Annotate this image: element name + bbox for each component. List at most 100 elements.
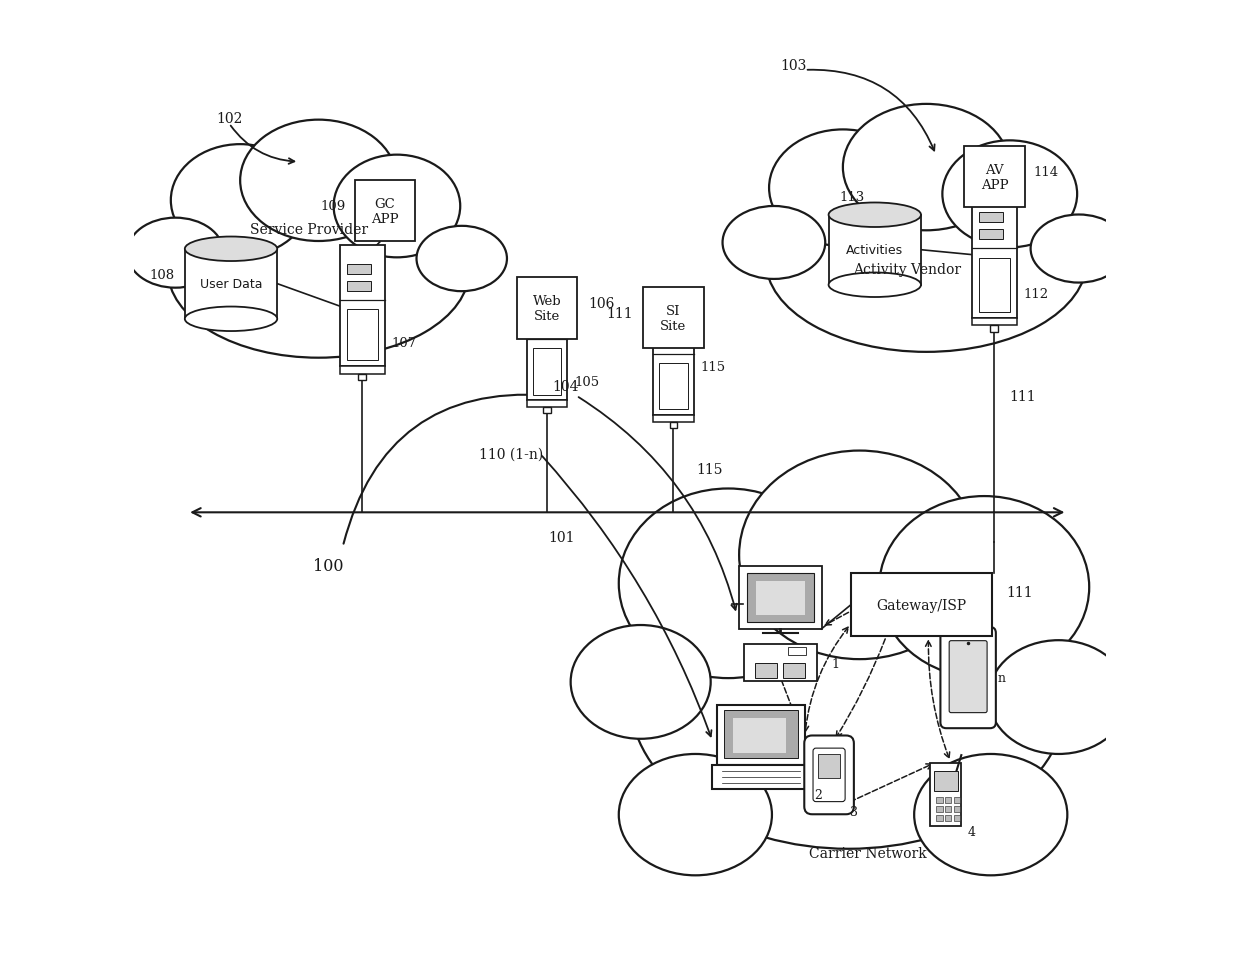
Text: Activities: Activities <box>846 244 904 257</box>
FancyBboxPatch shape <box>949 641 987 713</box>
Ellipse shape <box>185 237 278 262</box>
Bar <box>347 282 371 292</box>
Text: 102: 102 <box>217 112 243 126</box>
Bar <box>744 644 817 681</box>
Ellipse shape <box>171 145 310 257</box>
Ellipse shape <box>619 488 837 678</box>
Ellipse shape <box>570 625 711 739</box>
Text: AV
APP: AV APP <box>981 164 1008 191</box>
Ellipse shape <box>185 307 278 332</box>
Text: 110 (1-n): 110 (1-n) <box>479 447 543 461</box>
Bar <box>755 663 776 678</box>
Ellipse shape <box>988 641 1128 754</box>
Bar <box>347 265 371 275</box>
Text: 111: 111 <box>606 307 632 320</box>
Bar <box>936 797 942 803</box>
Text: 104: 104 <box>552 379 578 394</box>
Bar <box>543 407 551 414</box>
Ellipse shape <box>879 496 1089 678</box>
Bar <box>965 147 1024 208</box>
Bar <box>527 289 568 402</box>
Bar <box>972 192 1017 319</box>
Bar <box>660 337 682 347</box>
Bar <box>724 710 797 758</box>
Bar <box>660 363 688 410</box>
Text: 3: 3 <box>851 805 858 819</box>
Text: 115: 115 <box>696 462 723 476</box>
Bar <box>713 765 810 789</box>
Text: 103: 103 <box>780 59 807 73</box>
Bar <box>733 718 785 752</box>
Bar <box>739 567 822 629</box>
Bar <box>653 304 694 415</box>
Text: GC
APP: GC APP <box>371 198 398 226</box>
Bar <box>358 374 366 381</box>
Ellipse shape <box>334 155 460 258</box>
Bar <box>930 763 961 827</box>
Bar <box>533 307 556 317</box>
Text: 2: 2 <box>815 788 822 801</box>
Text: 115: 115 <box>701 361 725 373</box>
Bar <box>851 573 992 637</box>
Text: 113: 113 <box>839 191 866 203</box>
Bar <box>717 705 805 765</box>
Bar <box>991 326 998 333</box>
Ellipse shape <box>766 170 1086 353</box>
Ellipse shape <box>914 754 1068 875</box>
Text: Carrier Network: Carrier Network <box>808 846 926 860</box>
Bar <box>828 216 921 285</box>
Bar <box>533 349 562 396</box>
Ellipse shape <box>723 207 826 279</box>
Bar <box>978 212 1003 223</box>
FancyBboxPatch shape <box>813 748 846 802</box>
Bar <box>527 402 568 407</box>
Text: 108: 108 <box>150 269 175 281</box>
Text: Gateway/ISP: Gateway/ISP <box>877 598 966 612</box>
Bar <box>936 806 942 812</box>
Text: 106: 106 <box>588 297 614 311</box>
Text: Web
Site: Web Site <box>533 295 562 322</box>
Ellipse shape <box>128 219 223 288</box>
Ellipse shape <box>619 754 773 875</box>
Text: SI
Site: SI Site <box>661 305 687 332</box>
FancyBboxPatch shape <box>805 736 854 815</box>
Ellipse shape <box>769 130 916 247</box>
Bar <box>954 797 960 803</box>
Text: 101: 101 <box>548 531 575 544</box>
Bar <box>340 367 384 374</box>
Bar <box>954 816 960 821</box>
Ellipse shape <box>1030 215 1127 283</box>
Ellipse shape <box>630 546 1068 849</box>
Text: 4: 4 <box>967 825 975 838</box>
Bar <box>185 249 278 319</box>
Bar <box>644 288 703 349</box>
Bar <box>945 806 951 812</box>
Bar <box>653 415 694 422</box>
Bar <box>355 181 415 242</box>
Bar <box>818 754 839 779</box>
Bar <box>972 319 1017 326</box>
Bar <box>660 321 682 331</box>
Bar <box>945 816 951 821</box>
Ellipse shape <box>739 451 980 659</box>
Bar <box>978 259 1011 313</box>
Text: User Data: User Data <box>200 278 263 291</box>
Bar <box>936 816 942 821</box>
Ellipse shape <box>241 120 397 241</box>
Bar <box>533 322 556 332</box>
Text: 105: 105 <box>574 375 599 388</box>
Text: 111: 111 <box>1009 389 1035 404</box>
Bar <box>755 581 805 616</box>
Bar <box>945 797 951 803</box>
Bar <box>954 806 960 812</box>
Text: 100: 100 <box>312 558 343 574</box>
Text: Activity Vendor: Activity Vendor <box>853 263 961 276</box>
Ellipse shape <box>942 142 1078 248</box>
Bar <box>670 422 677 429</box>
Text: n: n <box>997 671 1006 685</box>
Ellipse shape <box>417 227 507 292</box>
FancyBboxPatch shape <box>940 627 996 729</box>
Ellipse shape <box>167 184 469 359</box>
Text: 1: 1 <box>831 657 839 670</box>
Text: Service Provider: Service Provider <box>249 223 368 237</box>
